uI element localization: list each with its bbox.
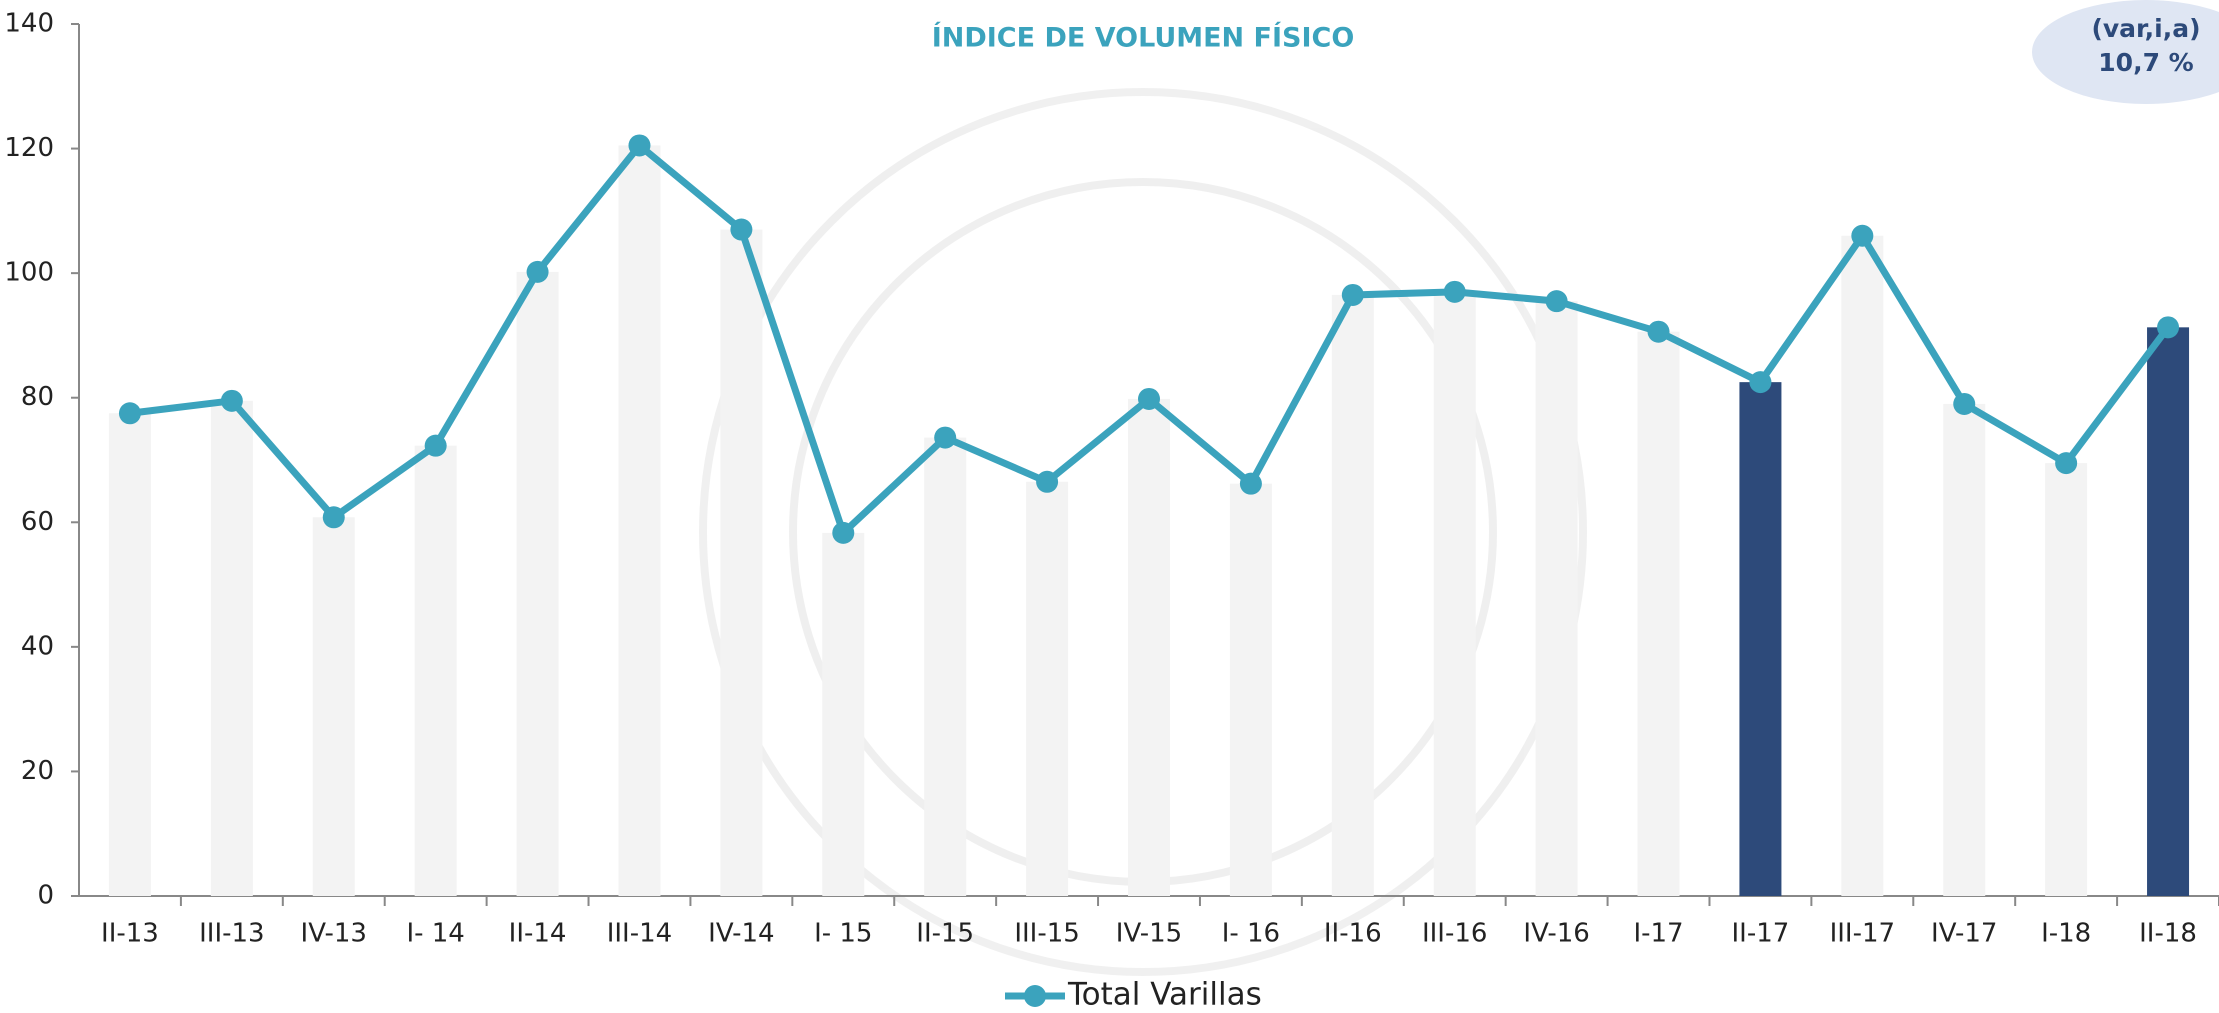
x-tick-label: III-13 xyxy=(199,919,264,949)
x-tick-label: I-17 xyxy=(1633,919,1683,949)
bar xyxy=(1433,291,1476,896)
y-tick-label: 140 xyxy=(4,9,54,39)
marker xyxy=(1647,320,1670,343)
bar xyxy=(1637,331,1680,897)
bar xyxy=(1943,403,1986,896)
x-tick-label: II-18 xyxy=(2139,919,2197,949)
bar xyxy=(210,400,253,896)
x-tick-label: I- 15 xyxy=(814,919,872,949)
marker xyxy=(1953,392,1976,415)
annotation-bubble xyxy=(2032,0,2219,104)
chart-title: ÍNDICE DE VOLUMEN FÍSICO xyxy=(932,22,1355,54)
marker xyxy=(322,506,345,529)
marker xyxy=(1443,280,1466,303)
x-tick-label: I- 14 xyxy=(406,919,464,949)
bar xyxy=(312,517,355,896)
x-tick-label: II-16 xyxy=(1324,919,1382,949)
marker xyxy=(1239,472,1262,495)
annotation: (var,i,a) xyxy=(2091,14,2200,43)
legend-marker xyxy=(1024,985,1046,1007)
bar xyxy=(1128,398,1170,896)
bar xyxy=(1535,301,1578,897)
marker xyxy=(628,134,651,157)
marker xyxy=(934,426,957,449)
marker xyxy=(730,218,753,241)
x-tick-label: IV-13 xyxy=(301,919,367,949)
marker xyxy=(2055,452,2078,475)
marker xyxy=(1749,371,1772,394)
marker xyxy=(1341,283,1364,306)
y-tick-label: 80 xyxy=(21,382,54,412)
marker xyxy=(1545,290,1568,313)
y-tick-label: 0 xyxy=(37,881,54,911)
x-tick-label: II-14 xyxy=(509,919,567,949)
x-tick-label: III-17 xyxy=(1830,919,1895,949)
y-tick-label: 120 xyxy=(4,133,54,163)
bar xyxy=(1026,481,1069,896)
x-tick-label: I-18 xyxy=(2041,919,2091,949)
marker xyxy=(2157,316,2180,339)
annotation: 10,7 % xyxy=(2098,48,2193,77)
x-tick-label: I- 16 xyxy=(1222,919,1280,949)
x-tick-label: III-14 xyxy=(607,919,672,949)
marker xyxy=(1036,470,1059,493)
bar xyxy=(2147,327,2190,896)
marker xyxy=(424,434,447,457)
bar xyxy=(108,413,151,896)
x-tick-label: II-15 xyxy=(916,919,974,949)
marker xyxy=(832,521,855,544)
legend-label: Total Varillas xyxy=(1067,977,1262,1013)
x-tick-label: III-15 xyxy=(1014,919,1079,949)
bar xyxy=(1841,235,1884,896)
y-tick-label: 40 xyxy=(21,631,54,661)
x-tick-label: IV-15 xyxy=(1116,919,1182,949)
bar xyxy=(720,229,763,897)
bar xyxy=(516,271,559,896)
y-tick-label: 60 xyxy=(21,507,54,537)
bar xyxy=(1229,483,1272,896)
bar xyxy=(2045,463,2088,896)
marker xyxy=(1138,387,1160,410)
x-tick-label: IV-16 xyxy=(1523,919,1589,949)
bar xyxy=(1739,382,1782,897)
marker xyxy=(526,260,549,283)
x-tick-label: II-13 xyxy=(101,919,159,949)
bar xyxy=(618,145,661,896)
bar xyxy=(414,445,457,896)
x-tick-label: III-16 xyxy=(1422,919,1487,949)
bar xyxy=(822,532,865,896)
marker xyxy=(118,402,141,425)
x-tick-label: IV-14 xyxy=(708,919,774,949)
x-tick-label: IV-17 xyxy=(1931,919,1997,949)
marker xyxy=(1851,224,1874,247)
marker xyxy=(220,389,243,412)
y-tick-label: 100 xyxy=(4,258,54,288)
y-tick-label: 20 xyxy=(21,756,54,786)
x-tick-label: II-17 xyxy=(1732,919,1790,949)
bar xyxy=(1331,294,1374,896)
bar xyxy=(924,437,967,896)
